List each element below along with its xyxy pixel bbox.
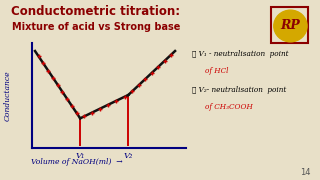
Text: of CH₃COOH: of CH₃COOH <box>205 103 253 111</box>
Text: ❖ V₂- neutralisation  point: ❖ V₂- neutralisation point <box>192 86 286 94</box>
Text: V₁: V₁ <box>76 152 85 159</box>
Text: of HCl: of HCl <box>205 67 228 75</box>
Text: V₂: V₂ <box>124 152 133 159</box>
Text: ❖ V₁ - neutralisation  point: ❖ V₁ - neutralisation point <box>192 50 289 58</box>
Text: Mixture of acid vs Strong base: Mixture of acid vs Strong base <box>12 22 180 32</box>
Text: Conductance: Conductance <box>4 70 12 121</box>
Text: 14: 14 <box>300 168 310 177</box>
Text: RP: RP <box>281 19 300 32</box>
Text: Conductometric titration:: Conductometric titration: <box>12 5 180 18</box>
FancyBboxPatch shape <box>271 7 308 43</box>
Text: Volume of NaOH(ml)  →: Volume of NaOH(ml) → <box>31 158 123 166</box>
Ellipse shape <box>274 10 307 42</box>
